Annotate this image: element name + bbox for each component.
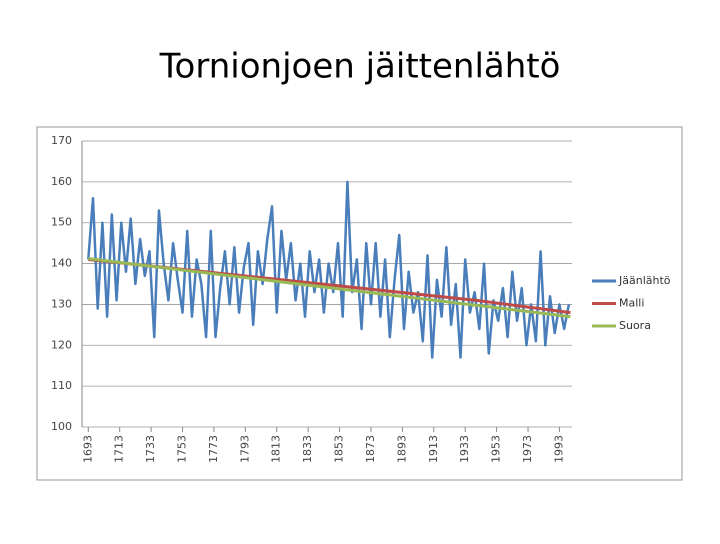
legend-label: Suora [619,319,651,332]
y-tick-label: 170 [51,134,72,147]
x-tick-label: 1793 [238,435,251,463]
data-line [87,180,571,359]
legend-label: Jäänlähtö [618,274,671,287]
y-tick-label: 140 [51,257,72,270]
data-line [88,257,571,319]
x-tick-label: 1973 [521,435,534,463]
x-tick-label: 1813 [270,435,283,463]
y-tick-label: 110 [51,379,72,392]
y-tick-label: 150 [51,216,72,229]
x-tick-label: 1893 [395,435,408,463]
x-tick-label: 1713 [113,435,126,463]
x-tick-label: 1993 [552,435,565,463]
x-tick-label: 1773 [207,435,220,463]
y-tick-label: 100 [51,420,72,433]
x-tick-label: 1953 [490,435,503,463]
y-tick-label: 160 [51,175,72,188]
y-tick-label: 120 [51,338,72,351]
x-tick-label: 1913 [427,435,440,463]
data-line [88,257,571,315]
legend-label: Malli [619,297,644,310]
x-tick-label: 1753 [176,435,189,463]
y-tick-label: 130 [51,297,72,310]
x-tick-label: 1933 [458,435,471,463]
x-tick-label: 1833 [301,435,314,463]
x-tick-label: 1733 [144,435,157,463]
x-tick-label: 1853 [333,435,346,463]
x-tick-label: 1873 [364,435,377,463]
chart-title: Tornionjoen jäittenlähtö [159,47,561,87]
x-tick-label: 1693 [81,435,94,463]
